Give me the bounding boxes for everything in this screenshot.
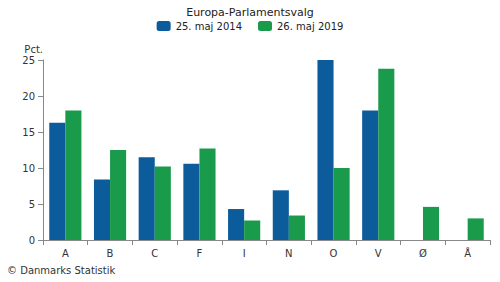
svg-text:20: 20 bbox=[22, 91, 35, 102]
svg-text:V: V bbox=[375, 248, 382, 259]
svg-text:26. maj 2019: 26. maj 2019 bbox=[277, 21, 343, 32]
svg-text:Ø: Ø bbox=[419, 248, 427, 259]
svg-text:Å: Å bbox=[464, 247, 471, 259]
svg-text:0: 0 bbox=[29, 235, 35, 246]
svg-text:Pct.: Pct. bbox=[24, 44, 43, 55]
svg-text:I: I bbox=[243, 248, 246, 259]
svg-text:25. maj 2014: 25. maj 2014 bbox=[176, 21, 242, 32]
svg-text:25: 25 bbox=[22, 55, 35, 66]
svg-text:N: N bbox=[285, 248, 292, 259]
svg-text:O: O bbox=[330, 248, 338, 259]
svg-text:Europa-Parlamentsvalg: Europa-Parlamentsvalg bbox=[186, 6, 314, 19]
svg-text:© Danmarks Statistik: © Danmarks Statistik bbox=[7, 265, 116, 276]
svg-text:C: C bbox=[151, 248, 158, 259]
svg-text:15: 15 bbox=[22, 127, 35, 138]
svg-text:10: 10 bbox=[22, 163, 35, 174]
svg-text:A: A bbox=[62, 248, 69, 259]
svg-text:F: F bbox=[197, 248, 203, 259]
svg-text:5: 5 bbox=[29, 199, 35, 210]
svg-text:B: B bbox=[107, 248, 114, 259]
